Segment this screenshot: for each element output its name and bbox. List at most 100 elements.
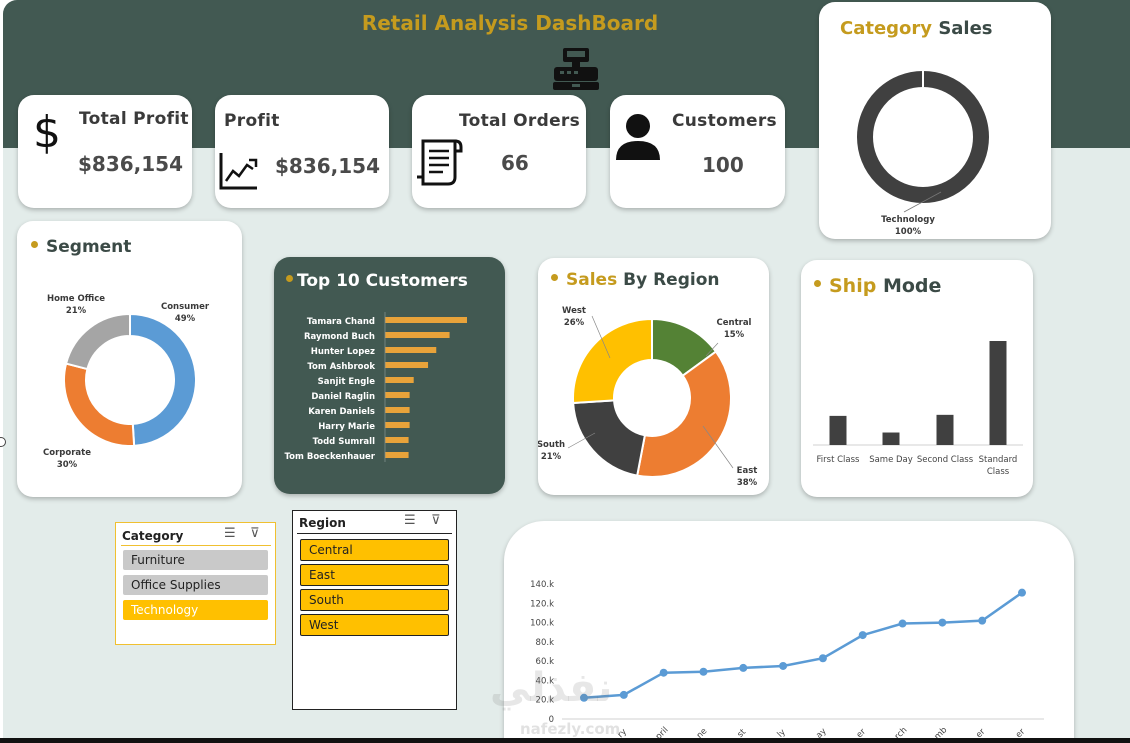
slicer-item-office-supplies[interactable]: Office Supplies [123,575,268,595]
section-title: Segment [31,237,131,257]
ship-mode-category-label: Class [987,467,1010,477]
customer-name-label: Karen Daniels [308,407,375,417]
ship-mode-bar-chart: First Class Same Day Second Class Standard C… [813,341,1023,477]
customer-name-label: Daniel Raglin [311,392,375,402]
section-title: Sales By Region [551,270,719,290]
region-slicer[interactable]: Region ☰ ⊽ Central East South West [292,510,457,710]
category-sales-card[interactable]: Category Sales Technology 100% [819,2,1051,239]
sales-by-region-donut-chart: Central 15% East 38% South 21% West 26% [538,306,758,488]
region-label-pct: 21% [541,452,562,462]
trend-point [898,619,907,628]
y-tick-label: 40.k [536,676,555,686]
bullet-icon [31,240,38,248]
person-icon [616,114,660,160]
receipt-icon [417,139,463,186]
customer-bar [385,347,437,353]
region-slice [572,317,653,405]
customer-bar [385,392,410,398]
kpi-total-orders-card[interactable]: Total Orders 66 [412,95,586,208]
customer-name-label: Raymond Buch [304,332,375,342]
kpi-value: $836,154 [78,152,184,176]
ship-mode-category-label: Second Class [917,455,974,465]
segment-slice [129,312,197,447]
clear-filter-icon[interactable]: ⊽ [250,526,260,541]
y-tick-label: 60.k [536,657,555,667]
customer-bar [385,317,467,323]
multi-select-icon[interactable]: ☰ [404,513,416,528]
bottom-bar [0,738,1130,743]
region-slice [572,399,647,477]
kpi-customers-card[interactable]: Customers 100 [610,95,785,208]
customer-name-label: Tom Ashbrook [307,362,375,372]
customer-bar [385,422,410,428]
kpi-value: $836,154 [275,154,381,178]
segment-card[interactable]: Segment Consumer 49% Corporate 30% Home Offi… [17,221,242,497]
category-label-name: Technology [881,215,935,225]
segment-slice [63,362,136,447]
trend-point [858,631,867,640]
region-label-pct: 15% [724,330,745,340]
segment-slice [64,312,131,371]
section-title: Top 10 Customers [286,271,468,291]
slicer-header: Region [299,516,346,530]
kpi-value: 100 [702,153,744,177]
segment-label-pct: 49% [175,314,196,324]
ship-mode-bar [829,415,847,445]
svg-text:$: $ [33,107,61,157]
page-title: Retail Analysis DashBoard [361,11,659,35]
slicer-item-technology[interactable]: Technology [123,600,268,620]
trend-chart-icon [219,153,258,190]
customer-name-label: Harry Marie [318,422,375,432]
category-label-pct: 100% [895,227,922,237]
slicer-item-west[interactable]: West [300,614,449,636]
kpi-profit-card[interactable]: Profit $836,154 [215,95,389,208]
ship-mode-bar [882,432,900,445]
region-label-name: South [538,440,565,450]
kpi-value: 66 [501,151,529,175]
trend-point [659,668,668,677]
category-donut-chart: Technology 100% [857,71,989,237]
region-label-pct: 26% [564,318,585,328]
kpi-total-profit-card[interactable]: $ Total Profit $836,154 [18,95,192,208]
sales-trend-card[interactable]: 0 20.k 40.k 60.k 80.k 100.k 120.k 140.k ry pril ne… [504,521,1074,743]
slicer-item-central[interactable]: Central [300,539,449,561]
slicer-item-south[interactable]: South [300,589,449,611]
slicer-item-east[interactable]: East [300,564,449,586]
bullet-icon [286,274,293,282]
resize-handle[interactable] [0,437,6,447]
customer-name-label: Tamara Chand [307,317,375,327]
watermark-logo: نفذلي [490,665,613,711]
ship-mode-bar [936,414,954,445]
dollar-icon: $ [33,107,61,157]
ship-mode-card[interactable]: Ship Mode First Class Same Day Second Clas… [801,260,1033,497]
section-title: Ship Mode [814,275,941,297]
customer-bar [385,377,414,383]
category-slicer[interactable]: Category ☰ ⊽ Furniture Office Supplies T… [115,522,276,645]
kpi-label: Total Profit [79,109,189,129]
region-label-name: West [562,306,586,316]
y-tick-label: 120.k [530,599,554,609]
segment-label-pct: 30% [57,460,78,470]
leader-line [591,315,611,359]
multi-select-icon[interactable]: ☰ [224,526,236,541]
top-customers-card[interactable]: Top 10 Customers Tamara Chand Raymond Buc… [274,257,505,494]
ship-mode-bar [989,341,1007,445]
segment-donut-chart: Consumer 49% Corporate 30% Home Office 21% [43,294,210,470]
customer-name-label: Sanjit Engle [318,377,376,387]
trend-point [580,693,588,702]
sales-by-region-card[interactable]: Sales By Region Central 15% East 38% South 21… [538,258,769,495]
bullet-icon [551,273,558,281]
slicer-header: Category [122,529,184,543]
clear-filter-icon[interactable]: ⊽ [431,513,441,528]
slicer-item-furniture[interactable]: Furniture [123,550,268,570]
ship-mode-category-label: Same Day [869,455,913,465]
kpi-label: Profit [224,111,280,131]
segment-label-pct: 21% [66,306,87,316]
trend-point [818,654,827,663]
category-slice [857,71,989,203]
trend-point [1018,588,1026,597]
region-label-name: East [737,466,758,476]
y-tick-label: 0 [549,715,554,725]
trend-line [583,591,1023,700]
ship-mode-category-label: First Class [817,455,861,465]
